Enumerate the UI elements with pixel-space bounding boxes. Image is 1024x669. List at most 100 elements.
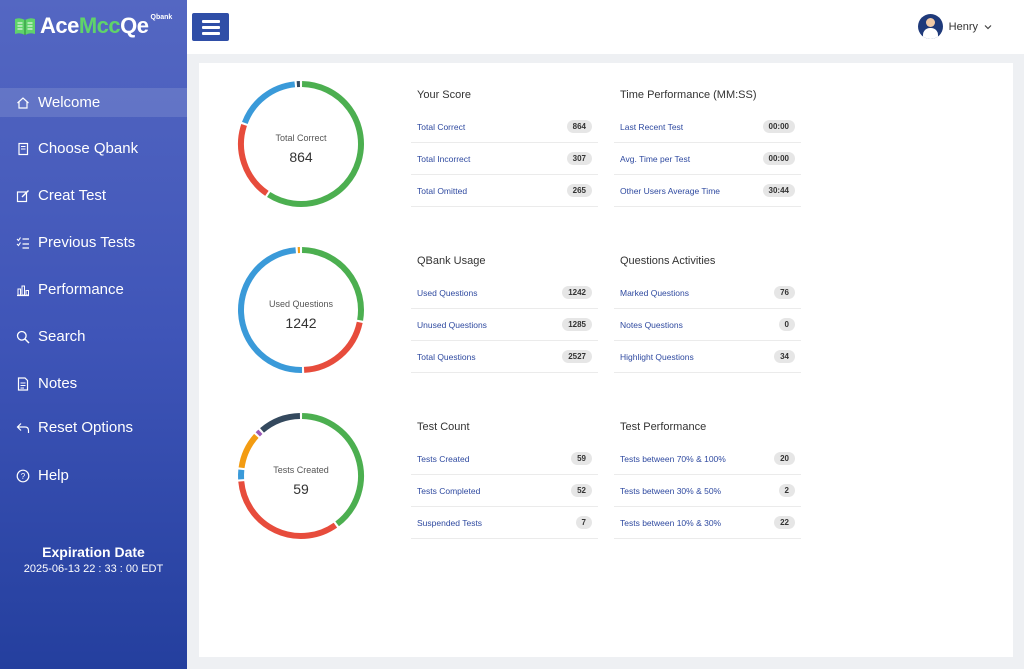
stat-badge: 00:00 [762, 120, 795, 133]
stat-row[interactable]: Total Correct 864 [411, 111, 598, 143]
stats-title: Time Performance (MM:SS) [620, 89, 757, 101]
stat-name: Avg. Time per Test [620, 153, 691, 164]
stat-name: Highlight Questions [620, 351, 694, 362]
stat-badge: 864 [566, 120, 592, 133]
donut-value: 59 [293, 481, 309, 497]
stat-badge: 0 [778, 318, 795, 331]
user-name: Henry [948, 20, 978, 33]
donut-value: 1242 [285, 315, 317, 331]
expiration-date: 2025-06-13 22 : 33 : 00 EDT [23, 563, 164, 575]
stat-row[interactable]: Tests between 30% & 50% 2 [614, 475, 801, 507]
donut-segment-1 [238, 123, 269, 196]
stat-badge: 2527 [562, 350, 592, 363]
stats-title: QBank Usage [417, 255, 486, 267]
logo[interactable]: AceMccQe Qbank [14, 12, 172, 40]
stats-time-performance: Time Performance (MM:SS) Last Recent Tes… [614, 89, 801, 207]
logo-sup: Qbank [150, 13, 173, 21]
stat-badge: 2 [778, 484, 795, 497]
sidebar-item-help[interactable]: ? Help [0, 461, 187, 490]
hamburger-icon-line [201, 25, 220, 29]
sidebar-item-notes[interactable]: Notes [0, 369, 187, 398]
stat-row[interactable]: Highlight Questions 34 [614, 341, 801, 373]
stat-row[interactable]: Other Users Average Time 30:44 [614, 175, 801, 207]
note-icon [16, 376, 30, 391]
sidebar-item-reset-options[interactable]: Reset Options [0, 413, 187, 442]
stat-badge: 20 [774, 452, 795, 465]
stat-row[interactable]: Total Questions 2527 [411, 341, 598, 373]
stat-name: Tests between 70% & 100% [620, 453, 726, 464]
donut-center-usage: Used Questions 1242 [236, 299, 366, 331]
sidebar-item-label: Help [38, 467, 69, 484]
sidebar-item-label: Search [38, 328, 86, 345]
stat-badge: 30:44 [762, 184, 795, 197]
stats-title: Test Performance [620, 421, 707, 433]
stat-name: Tests Completed [417, 485, 481, 496]
sidebar-item-creat-test[interactable]: Creat Test [0, 181, 187, 210]
stat-row[interactable]: Tests Completed 52 [411, 475, 598, 507]
sidebar-item-previous-tests[interactable]: Previous Tests [0, 228, 187, 257]
top-bar: Henry [187, 0, 1024, 54]
donut-segment-3 [238, 433, 259, 469]
sidebar-item-label: Choose Qbank [38, 140, 139, 157]
stat-row[interactable]: Tests Created 59 [411, 443, 598, 475]
stat-row[interactable]: Avg. Time per Test 00:00 [614, 143, 801, 175]
edit-icon [16, 189, 30, 203]
stat-row[interactable]: Unused Questions 1285 [411, 309, 598, 341]
stats-title: Questions Activities [620, 255, 716, 267]
stat-name: Total Omitted [417, 185, 468, 196]
menu-toggle-button[interactable] [192, 13, 229, 41]
stat-badge: 22 [774, 516, 795, 529]
help-icon: ? [16, 469, 30, 483]
hamburger-icon-line [201, 19, 220, 23]
stat-row[interactable]: Total Omitted 265 [411, 175, 598, 207]
stats-title: Your Score [417, 89, 472, 101]
stat-row[interactable]: Suspended Tests 7 [411, 507, 598, 539]
stat-badge: 265 [566, 184, 592, 197]
stat-row[interactable]: Last Recent Test 00:00 [614, 111, 801, 143]
sidebar-item-search[interactable]: Search [0, 322, 187, 351]
checklist-icon [16, 236, 30, 250]
stat-name: Used Questions [417, 287, 478, 298]
donut-chart-usage [238, 247, 364, 373]
stat-name: Tests Created [417, 453, 470, 464]
stat-row[interactable]: Marked Questions 76 [614, 277, 801, 309]
stat-badge: 307 [566, 152, 592, 165]
bar-chart-icon [16, 283, 30, 297]
sidebar: AceMccQe Qbank Welcome Choose Qbank Crea… [0, 0, 187, 669]
stat-row[interactable]: Tests between 70% & 100% 20 [614, 443, 801, 475]
donut-segment-1 [238, 481, 338, 539]
donut-center-score: Total Correct 864 [236, 133, 366, 165]
svg-text:?: ? [21, 472, 26, 481]
stat-row[interactable]: Tests between 10% & 30% 22 [614, 507, 801, 539]
sidebar-item-welcome[interactable]: Welcome [0, 88, 187, 117]
stat-badge: 1285 [562, 318, 592, 331]
stat-name: Tests between 30% & 50% [620, 485, 722, 496]
donut-value: 864 [289, 149, 313, 165]
stats-test-count: Test Count Tests Created 59 Tests Complet… [411, 421, 598, 539]
sidebar-item-choose-qbank[interactable]: Choose Qbank [0, 134, 187, 163]
stat-badge: 7 [575, 516, 592, 529]
stat-badge: 52 [571, 484, 592, 497]
donut-chart-tests [238, 413, 364, 539]
chevron-down-icon [984, 24, 992, 29]
donut-segment-0 [301, 413, 364, 527]
stat-row[interactable]: Used Questions 1242 [411, 277, 598, 309]
stat-name: Total Correct [417, 121, 466, 132]
stat-name: Marked Questions [620, 287, 689, 298]
stats-your-score: Your Score Total Correct 864 Total Incorr… [411, 89, 598, 207]
dashboard-panel: Total Correct 864 Used Questions 1242 Te… [199, 63, 1013, 657]
avatar [917, 14, 943, 39]
stats-questions-activities: Questions Activities Marked Questions 76 … [614, 255, 801, 373]
sidebar-item-label: Welcome [38, 94, 101, 111]
stat-row[interactable]: Total Incorrect 307 [411, 143, 598, 175]
donut-segment-5 [260, 413, 301, 433]
logo-text: AceMccQe [40, 13, 149, 38]
sidebar-item-label: Notes [38, 375, 78, 392]
stat-name: Total Questions [417, 351, 476, 362]
sidebar-item-performance[interactable]: Performance [0, 275, 187, 304]
book-logo-icon [15, 18, 35, 35]
donut-segment-0 [301, 247, 364, 321]
user-menu[interactable]: Henry [917, 14, 992, 39]
stat-row[interactable]: Notes Questions 0 [614, 309, 801, 341]
donut-segment-1 [303, 321, 363, 373]
